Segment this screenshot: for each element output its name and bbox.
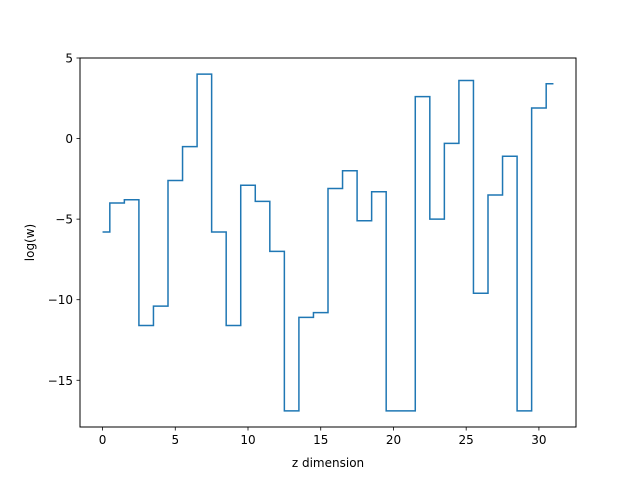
series-line-0 (102, 73, 554, 412)
x-tick-label: 5 (171, 433, 179, 447)
axes-frame (79, 57, 577, 428)
y-ticks: 5 0 −5 −10 −15 (48, 52, 80, 388)
y-tick-label: 5 (65, 52, 73, 66)
x-tick-label: 15 (313, 433, 328, 447)
x-ticks: 0 5 10 15 20 25 30 (99, 427, 547, 447)
x-tick-label: 25 (459, 433, 474, 447)
y-axis-label: log(w) (23, 224, 37, 261)
series-layer (102, 73, 554, 412)
y-tick-label: −10 (48, 293, 73, 307)
y-tick-label: −5 (55, 213, 73, 227)
y-tick-label: −15 (48, 374, 73, 388)
x-tick-label: 20 (386, 433, 401, 447)
x-tick-label: 0 (99, 433, 107, 447)
y-tick-label: 0 (65, 132, 73, 146)
x-tick-label: 30 (531, 433, 546, 447)
x-axis-label: z dimension (292, 456, 364, 470)
x-tick-label: 10 (240, 433, 255, 447)
